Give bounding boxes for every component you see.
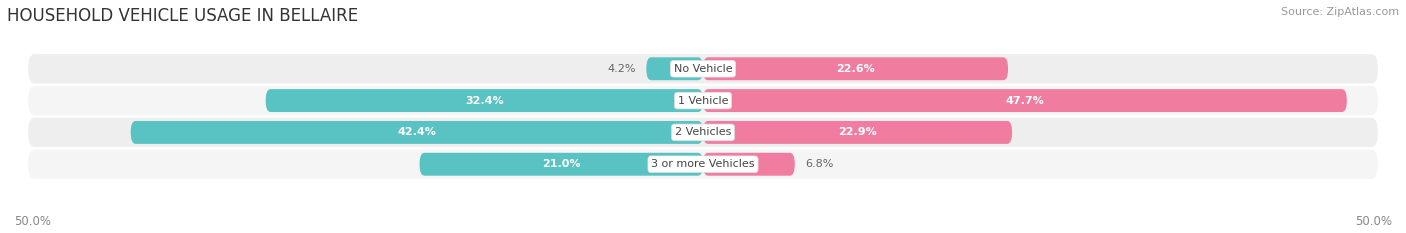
Text: 1 Vehicle: 1 Vehicle (678, 96, 728, 106)
FancyBboxPatch shape (131, 121, 703, 144)
FancyBboxPatch shape (703, 57, 1008, 80)
Text: 22.9%: 22.9% (838, 127, 877, 137)
FancyBboxPatch shape (28, 54, 1378, 83)
Text: 42.4%: 42.4% (398, 127, 436, 137)
Text: 50.0%: 50.0% (1355, 215, 1392, 228)
Text: 50.0%: 50.0% (14, 215, 51, 228)
Text: 4.2%: 4.2% (607, 64, 636, 74)
FancyBboxPatch shape (28, 150, 1378, 179)
Text: HOUSEHOLD VEHICLE USAGE IN BELLAIRE: HOUSEHOLD VEHICLE USAGE IN BELLAIRE (7, 7, 359, 25)
FancyBboxPatch shape (266, 89, 703, 112)
Text: 22.6%: 22.6% (837, 64, 875, 74)
FancyBboxPatch shape (647, 57, 703, 80)
Text: 21.0%: 21.0% (543, 159, 581, 169)
FancyBboxPatch shape (703, 89, 1347, 112)
Text: 3 or more Vehicles: 3 or more Vehicles (651, 159, 755, 169)
FancyBboxPatch shape (703, 153, 794, 176)
Text: Source: ZipAtlas.com: Source: ZipAtlas.com (1281, 7, 1399, 17)
FancyBboxPatch shape (28, 118, 1378, 147)
Text: 6.8%: 6.8% (806, 159, 834, 169)
FancyBboxPatch shape (703, 121, 1012, 144)
Text: No Vehicle: No Vehicle (673, 64, 733, 74)
Text: 2 Vehicles: 2 Vehicles (675, 127, 731, 137)
FancyBboxPatch shape (28, 86, 1378, 115)
Text: 47.7%: 47.7% (1005, 96, 1045, 106)
FancyBboxPatch shape (419, 153, 703, 176)
Text: 32.4%: 32.4% (465, 96, 503, 106)
